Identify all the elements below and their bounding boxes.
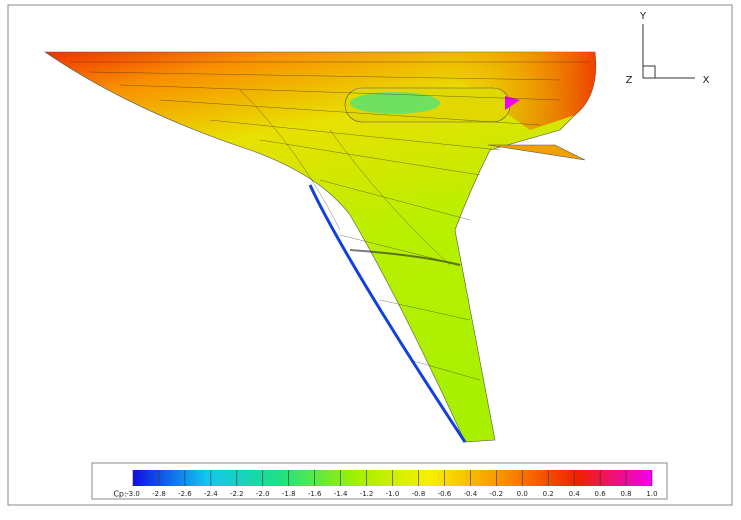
colorbar-tick-label: -1.8 — [282, 490, 296, 498]
colorbar-tick-label: -0.8 — [412, 490, 426, 498]
colorbar-tick-label: -2.4 — [204, 490, 218, 498]
colorbar-tick-label: -1.4 — [334, 490, 348, 498]
colorbar-tick-label: -2.0 — [256, 490, 270, 498]
colorbar-tick-label: -3.0 — [126, 490, 140, 498]
frame — [7, 4, 733, 506]
aircraft-surface — [44, 51, 597, 443]
colorbar-tick-label: -2.2 — [230, 490, 244, 498]
colorbar-tick-label: 1.0 — [646, 490, 657, 498]
colorbar-tick-label: -0.2 — [489, 490, 503, 498]
colorbar-tick-label: -1.6 — [308, 490, 322, 498]
x-axis-label: X — [703, 75, 710, 86]
colorbar-tick-label: -1.2 — [360, 490, 374, 498]
colorbar-tick-label: 0.2 — [543, 490, 554, 498]
colorbar-tick-label: 0.0 — [517, 490, 528, 498]
colorbar-tick-label: 0.8 — [620, 490, 631, 498]
colorbar-tick-label: -0.4 — [464, 490, 478, 498]
colorbar-tick-label: -1.0 — [386, 490, 400, 498]
y-axis-label: Y — [639, 11, 647, 22]
axis-triad — [642, 24, 695, 79]
colorbar-tick-label: -2.8 — [152, 490, 166, 498]
colorbar-tick-label: 0.6 — [595, 490, 607, 498]
colorbar-tick-label: -0.6 — [438, 490, 452, 498]
z-axis-label: Z — [626, 75, 633, 86]
colorbar-tick-label: -2.6 — [178, 490, 192, 498]
colorbar-tick-label: 0.4 — [569, 490, 581, 498]
colorbar-label: Cp: — [113, 490, 126, 499]
